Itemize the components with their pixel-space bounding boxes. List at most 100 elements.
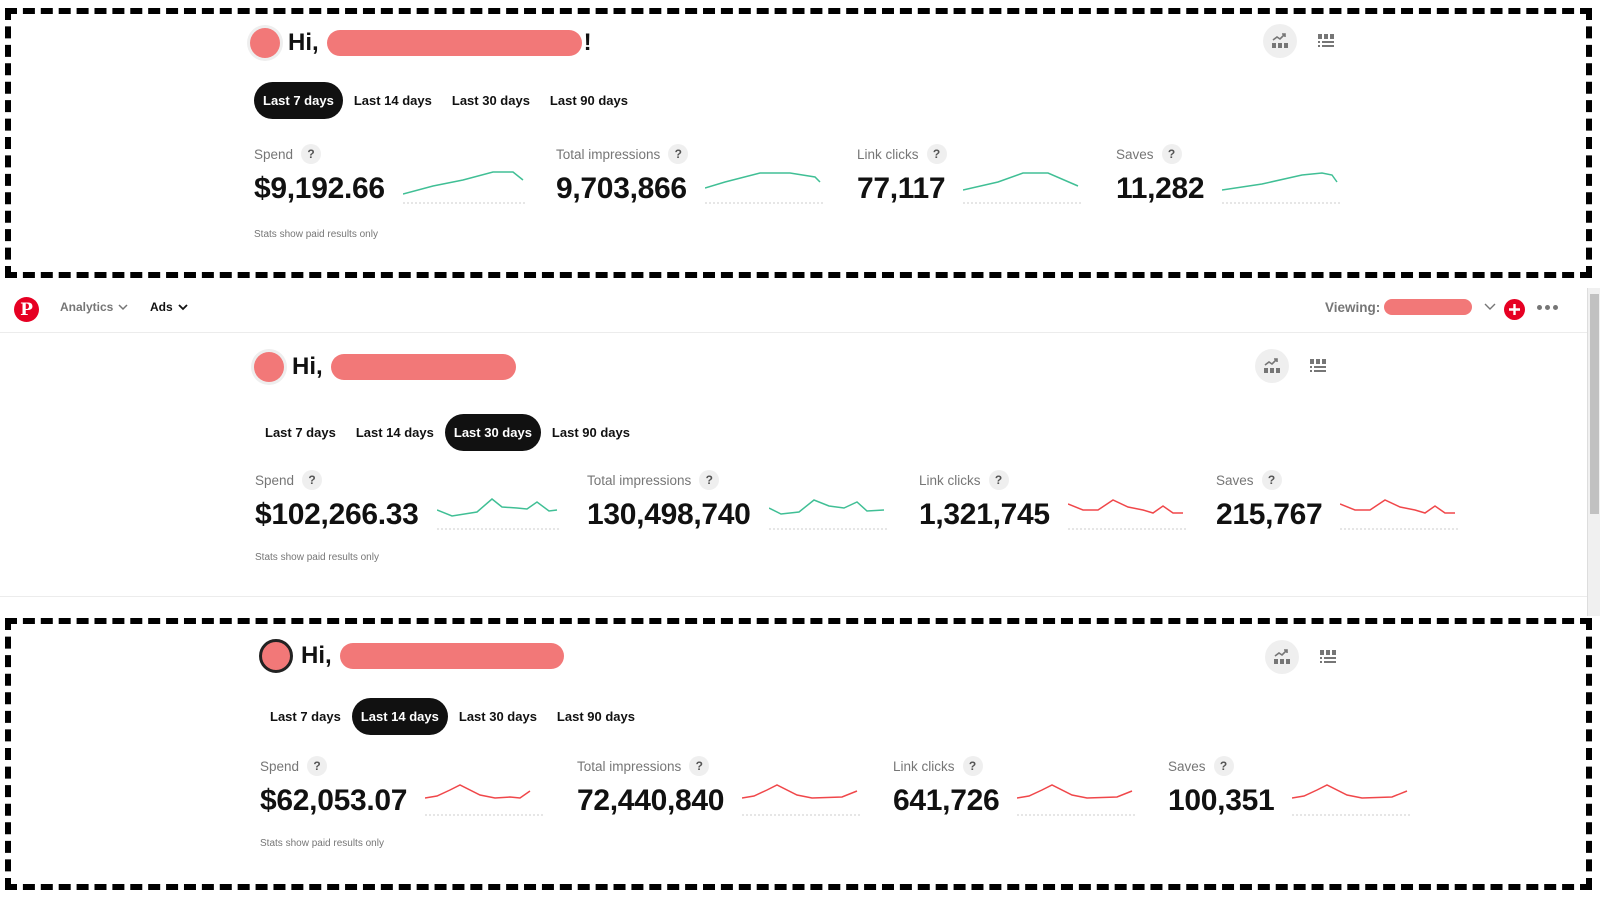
table-view-icon — [1318, 34, 1334, 47]
help-icon[interactable]: ? — [1261, 470, 1282, 490]
account-switcher[interactable]: Viewing: — [1325, 299, 1496, 315]
tab-last-14-days[interactable]: Last 14 days — [351, 698, 448, 735]
view-toggle — [1265, 640, 1345, 674]
tab-last-30-days[interactable]: Last 30 days — [451, 93, 530, 108]
metric-value: 72,440,840 — [577, 784, 725, 817]
metric-label: Saves — [1216, 472, 1254, 488]
chart-view-icon — [1264, 358, 1280, 373]
tab-last-30-days[interactable]: Last 30 days — [458, 709, 537, 724]
metric-label: Total impressions — [577, 758, 682, 774]
sparkline-up — [704, 172, 823, 204]
help-icon[interactable]: ? — [301, 144, 322, 164]
paid-results-note: Stats show paid results only — [254, 229, 378, 240]
metric-label: Link clicks — [893, 758, 955, 774]
ads-menu-label: Ads — [150, 300, 173, 314]
chart-view-icon — [1272, 33, 1288, 48]
metric-saves: Saves? 11,282 — [1116, 144, 1341, 206]
metric-value: 1,321,745 — [919, 498, 1050, 531]
date-range-tabs: Last 7 days Last 14 days Last 30 days La… — [261, 698, 644, 735]
metric-link-clicks: Link clicks? 641,726 — [893, 756, 1136, 818]
help-icon[interactable]: ? — [988, 470, 1009, 490]
create-button[interactable] — [1504, 299, 1525, 320]
greeting-text: Hi, — [292, 353, 323, 380]
greeting-exclamation: ! — [583, 29, 592, 56]
metric-total-impressions: Total impressions? 9,703,866 — [556, 144, 823, 206]
help-icon[interactable]: ? — [699, 470, 720, 490]
help-icon[interactable]: ? — [668, 144, 689, 164]
chart-view-button[interactable] — [1265, 640, 1299, 674]
sparkline-up — [436, 498, 559, 530]
table-view-button[interactable] — [1311, 640, 1345, 674]
metric-link-clicks: Link clicks? 77,117 — [857, 144, 1082, 206]
more-options-button[interactable] — [1537, 305, 1558, 310]
pinterest-logo-icon[interactable]: P — [14, 297, 39, 322]
ads-menu[interactable]: Ads — [150, 300, 188, 314]
table-view-icon — [1320, 650, 1336, 663]
view-toggle — [1263, 24, 1343, 58]
tab-last-7-days[interactable]: Last 7 days — [265, 425, 336, 440]
sparkline-down — [1017, 784, 1136, 816]
metric-saves: Saves? 100,351 — [1168, 756, 1411, 818]
metric-label: Link clicks — [919, 472, 981, 488]
highlight-frame-top — [5, 8, 1592, 278]
tab-last-14-days[interactable]: Last 14 days — [353, 93, 432, 108]
tab-last-90-days[interactable]: Last 90 days — [551, 425, 630, 440]
tab-last-7-days[interactable]: Last 7 days — [254, 82, 343, 119]
chart-view-button[interactable] — [1255, 349, 1289, 383]
table-view-icon — [1310, 359, 1326, 372]
analytics-menu[interactable]: Analytics — [60, 300, 128, 314]
metric-value: 9,703,866 — [556, 172, 687, 205]
help-icon[interactable]: ? — [307, 756, 328, 776]
greeting-text: Hi, — [288, 29, 319, 56]
metric-label: Total impressions — [587, 472, 692, 488]
tab-last-30-days[interactable]: Last 30 days — [444, 414, 541, 451]
metric-label: Saves — [1116, 146, 1154, 162]
sparkline-down — [425, 784, 544, 816]
highlight-frame-bottom — [5, 618, 1592, 890]
table-view-button[interactable] — [1309, 24, 1343, 58]
help-icon[interactable]: ? — [926, 144, 947, 164]
chevron-down-icon — [118, 303, 128, 310]
tab-last-14-days[interactable]: Last 14 days — [355, 425, 434, 440]
redacted-username — [330, 354, 516, 380]
sparkline-down — [742, 784, 861, 816]
sparkline-up — [963, 172, 1082, 204]
tab-last-90-days[interactable]: Last 90 days — [556, 709, 635, 724]
help-icon[interactable]: ? — [1213, 756, 1234, 776]
ellipsis-icon — [1537, 305, 1542, 310]
help-icon[interactable]: ? — [962, 756, 983, 776]
tab-last-90-days[interactable]: Last 90 days — [549, 93, 628, 108]
paid-results-note: Stats show paid results only — [255, 552, 379, 563]
sparkline-down — [1340, 499, 1459, 530]
chart-view-button[interactable] — [1263, 24, 1297, 58]
metric-value: 215,767 — [1216, 498, 1323, 531]
tab-last-7-days[interactable]: Last 7 days — [270, 709, 341, 724]
greeting: Hi, ! — [250, 28, 592, 58]
help-icon[interactable]: ? — [302, 470, 323, 490]
metric-label: Spend — [255, 472, 295, 488]
metric-total-impressions: Total impressions? 130,498,740 — [587, 470, 887, 532]
plus-icon — [1509, 304, 1520, 315]
metric-value: 100,351 — [1168, 784, 1275, 817]
avatar — [259, 639, 293, 673]
page-scrollbar[interactable] — [1587, 288, 1600, 616]
help-icon[interactable]: ? — [689, 756, 710, 776]
sparkline-up — [768, 499, 887, 530]
metric-label: Total impressions — [556, 146, 661, 162]
top-navbar: P Analytics Ads Viewing: — [0, 285, 1590, 333]
metric-spend: Spend? $62,053.07 — [260, 756, 544, 818]
sparkline-up — [402, 171, 525, 204]
avatar — [250, 28, 280, 58]
metric-value: 130,498,740 — [587, 498, 751, 531]
metric-saves: Saves? 215,767 — [1216, 470, 1459, 532]
metric-spend: Spend? $102,266.33 — [255, 470, 559, 532]
analytics-panel-last-7-days: Hi, ! Last 7 days Last 14 days Last 30 d… — [0, 14, 1600, 274]
date-range-tabs: Last 7 days Last 14 days Last 30 days La… — [254, 82, 637, 119]
redacted-username — [326, 30, 582, 56]
scrollbar-thumb[interactable] — [1590, 294, 1599, 514]
help-icon[interactable]: ? — [1161, 144, 1182, 164]
analytics-panel-last-14-days: Hi, Last 7 days Last 14 days Last 30 day… — [0, 625, 1600, 887]
sparkline-up — [1222, 172, 1341, 204]
table-view-button[interactable] — [1301, 349, 1335, 383]
